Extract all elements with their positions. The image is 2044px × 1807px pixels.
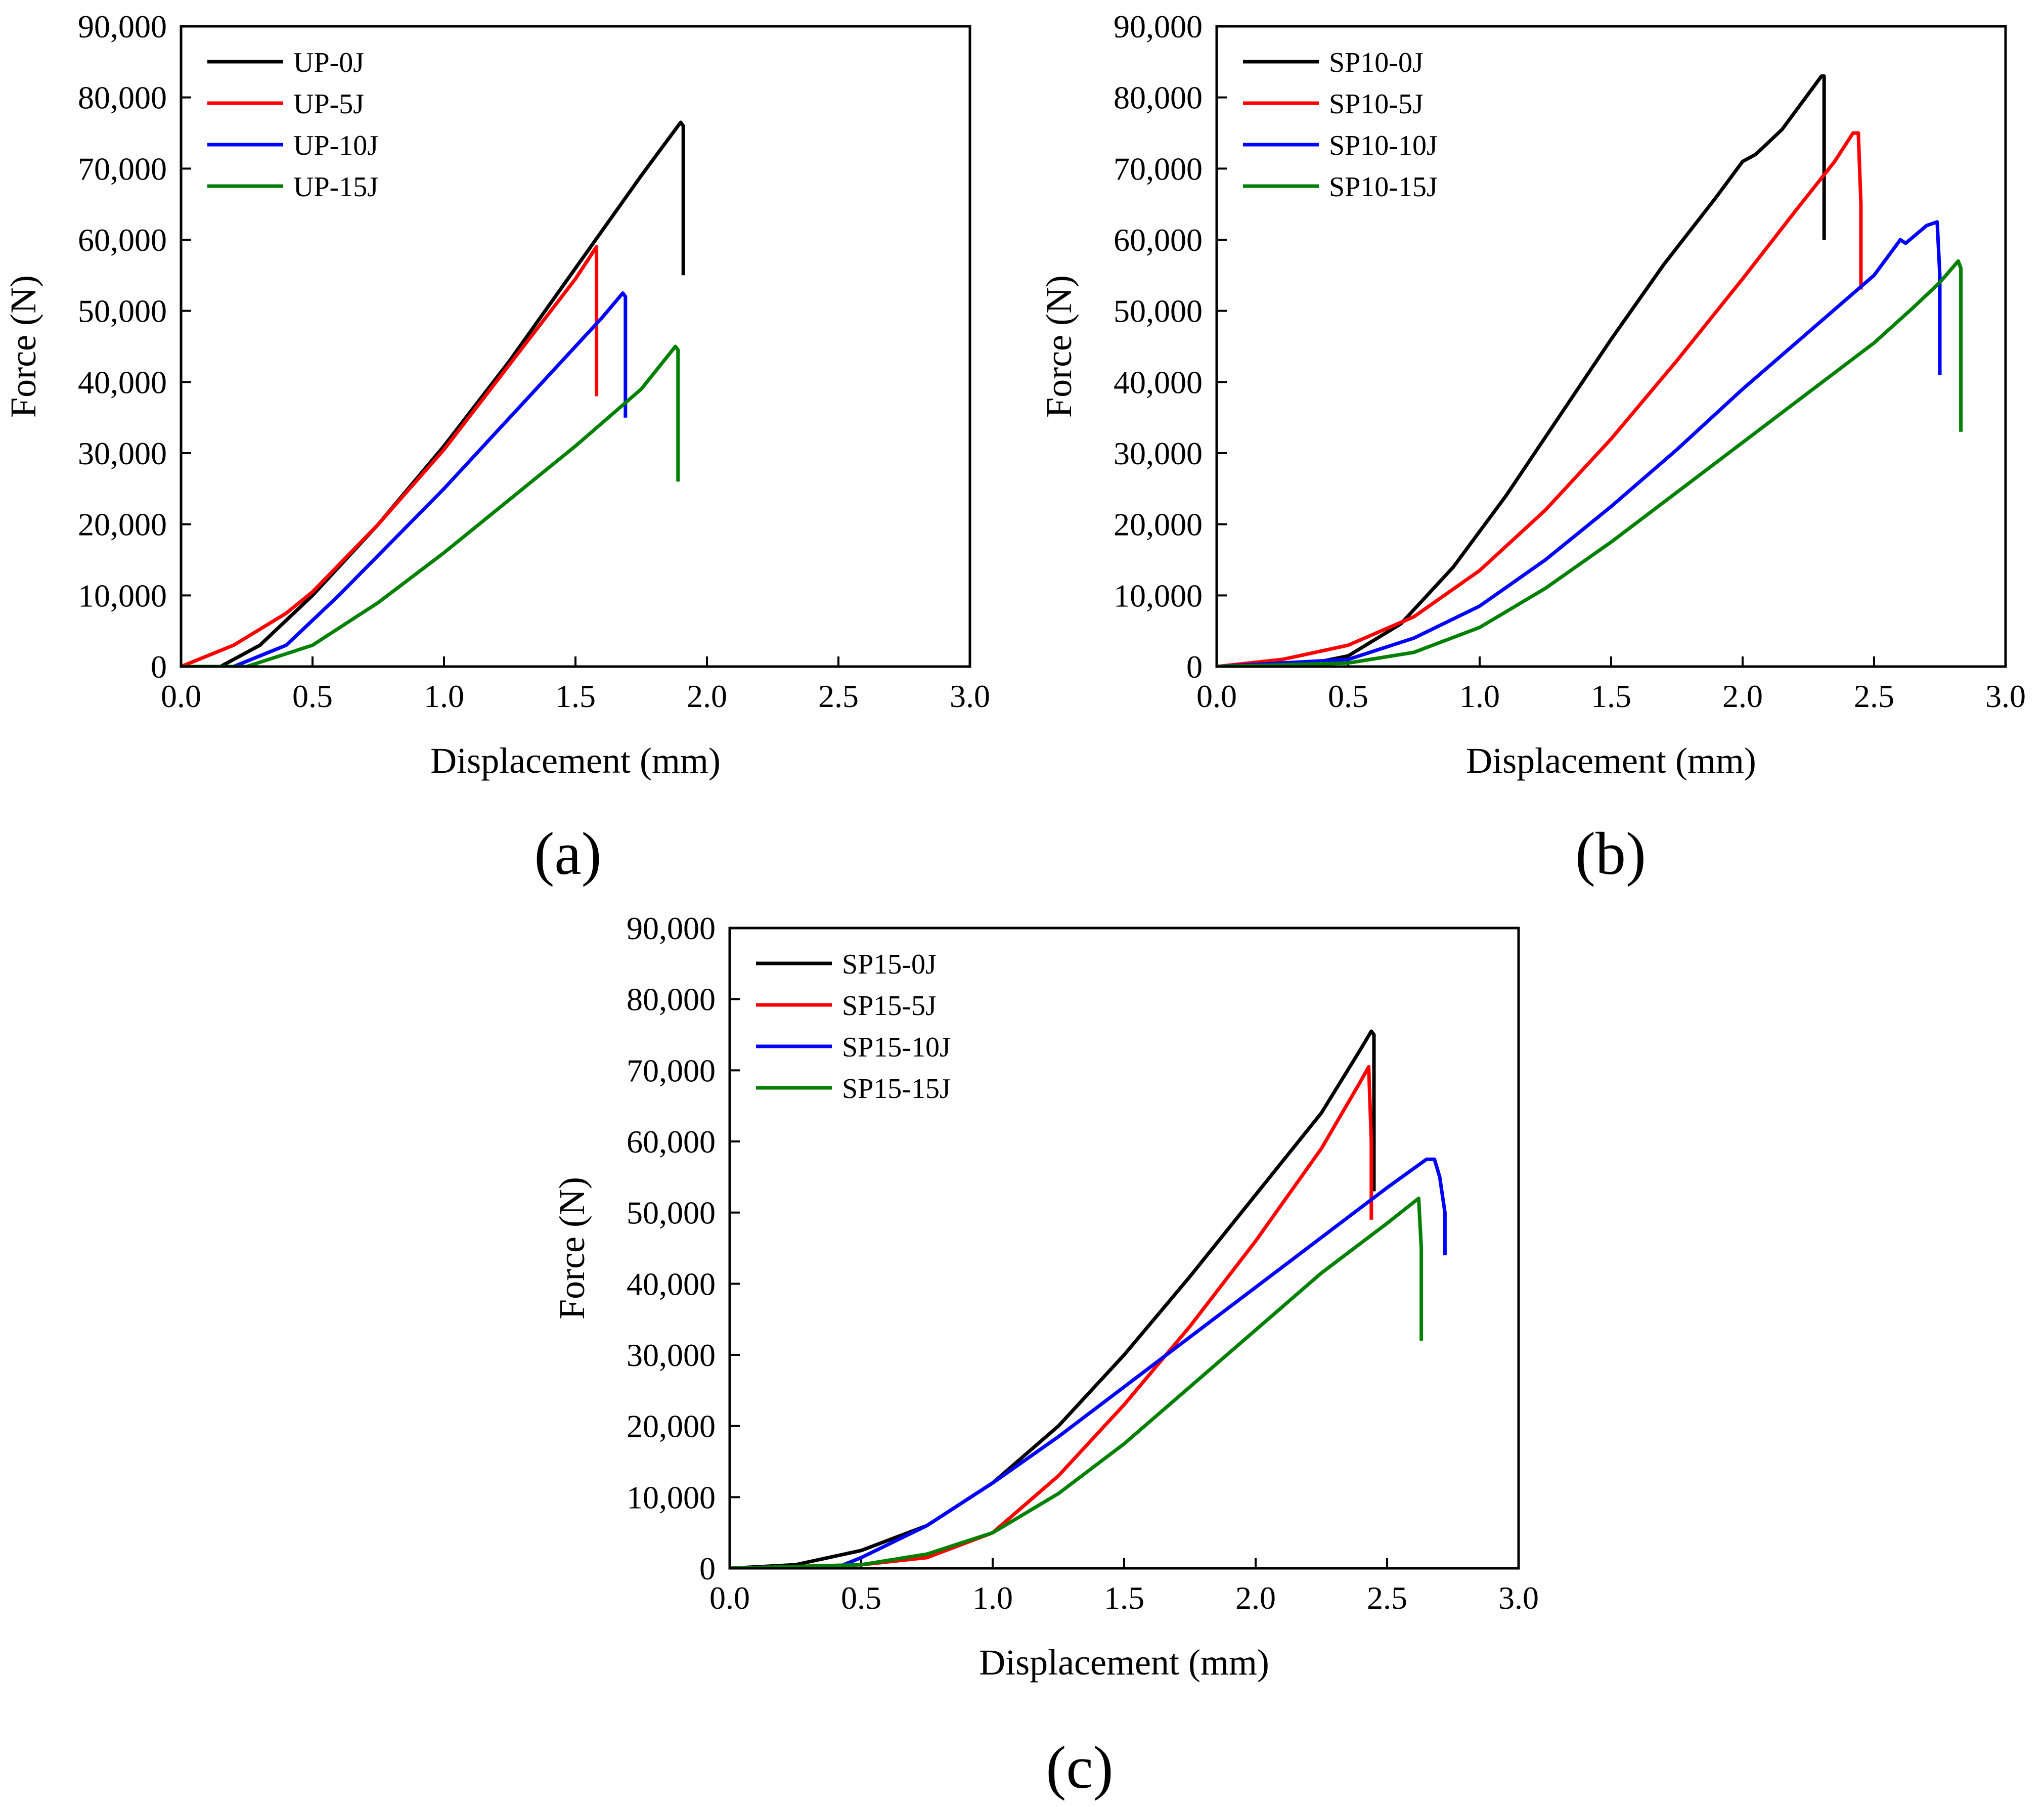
y-axis-label: Force (N) (3, 275, 43, 418)
y-tick-label: 90,000 (1114, 9, 1203, 45)
y-tick-label: 70,000 (627, 1052, 716, 1088)
x-axis-label: Displacement (mm) (430, 740, 721, 781)
legend-label-SP10-15J: SP10-15J (1329, 171, 1438, 203)
legend-label-SP15-5J: SP15-5J (842, 990, 937, 1022)
legend-label-UP-10J: UP-10J (293, 130, 378, 161)
series-line-SP15-5J (730, 1065, 1373, 1568)
x-tick-label: 0.5 (1328, 678, 1368, 714)
y-axis-label: Force (N) (1039, 275, 1079, 418)
x-tick-label: 1.5 (555, 678, 596, 714)
x-tick-label: 3.0 (1498, 1580, 1539, 1616)
series-line-SP10-5J (1217, 131, 1863, 667)
panel-caption: (c) (1046, 1734, 1113, 1801)
x-tick-label: 2.5 (1854, 678, 1894, 714)
series-line-SP15-10J (730, 1157, 1447, 1568)
y-tick-label: 20,000 (627, 1408, 716, 1444)
y-tick-label: 40,000 (1114, 364, 1203, 400)
x-tick-label: 1.0 (972, 1580, 1013, 1616)
y-tick-label: 80,000 (627, 982, 716, 1018)
x-tick-label: 1.5 (1104, 1580, 1144, 1616)
series-line-UP-0J (181, 120, 685, 667)
legend-label-SP10-5J: SP10-5J (1329, 89, 1424, 120)
panel-caption: (b) (1575, 820, 1646, 887)
legend-label-UP-5J: UP-5J (293, 89, 364, 120)
y-tick-label: 10,000 (627, 1479, 716, 1515)
y-tick-label: 70,000 (1114, 151, 1203, 187)
x-tick-label: 2.5 (1367, 1580, 1407, 1616)
y-tick-label: 60,000 (627, 1124, 716, 1160)
y-tick-label: 0 (699, 1551, 716, 1586)
legend-label-SP10-0J: SP10-0J (1329, 47, 1424, 78)
series-line-SP10-15J (1217, 259, 1963, 667)
y-tick-label: 30,000 (627, 1337, 716, 1373)
legend-label-UP-0J: UP-0J (293, 47, 364, 78)
series-line-UP-15J (181, 344, 680, 667)
x-tick-label: 0.0 (161, 678, 201, 714)
series-line-SP15-15J (730, 1197, 1424, 1568)
x-axis-label: Displacement (mm) (1466, 740, 1756, 781)
x-tick-label: 0.0 (709, 1580, 750, 1616)
y-tick-label: 10,000 (1114, 578, 1203, 613)
plot-frame (180, 25, 971, 668)
y-tick-label: 30,000 (78, 435, 167, 471)
y-tick-label: 70,000 (78, 151, 167, 187)
series-line-UP-5J (181, 245, 599, 667)
legend-label-SP15-15J: SP15-15J (842, 1073, 951, 1105)
x-tick-label: 2.0 (1235, 1580, 1276, 1616)
x-tick-label: 0.0 (1196, 678, 1237, 714)
y-tick-label: 30,000 (1114, 435, 1203, 471)
x-tick-label: 3.0 (1985, 678, 2026, 714)
y-tick-label: 50,000 (627, 1195, 716, 1231)
y-tick-label: 50,000 (78, 293, 167, 329)
chart-panel-a: 0.0 0.5 1.0 1.5 2.0 2.5 3.0 0 10,000 20,000 30,000… (3, 9, 990, 887)
y-tick-label: 50,000 (1114, 293, 1203, 329)
x-tick-label: 2.5 (818, 678, 859, 714)
plot-frame (1215, 25, 2007, 668)
x-tick-label: 2.0 (687, 678, 727, 714)
y-axis-label: Force (N) (552, 1177, 592, 1319)
x-tick-label: 2.0 (1722, 678, 1763, 714)
plot-frame (728, 927, 1520, 1570)
y-tick-label: 60,000 (78, 222, 167, 258)
y-tick-label: 10,000 (78, 578, 167, 613)
chart-panel-c: 0.0 0.5 1.0 1.5 2.0 2.5 3.0 0 10,000 20,000 30,000… (552, 910, 1539, 1801)
legend-label-SP15-0J: SP15-0J (842, 949, 937, 980)
legend-label-UP-15J: UP-15J (293, 171, 378, 203)
series-line-UP-10J (181, 291, 628, 667)
x-tick-label: 1.5 (1591, 678, 1631, 714)
x-axis-label: Displacement (mm) (979, 1642, 1269, 1683)
legend-label-SP10-10J: SP10-10J (1329, 130, 1438, 161)
y-tick-label: 0 (151, 649, 167, 685)
panel-caption: (a) (534, 820, 601, 887)
y-tick-label: 60,000 (1114, 222, 1203, 258)
x-tick-label: 1.0 (1459, 678, 1500, 714)
chart-panel-b: 0.0 0.5 1.0 1.5 2.0 2.5 3.0 0 10,000 20,000 30,000… (1039, 9, 2026, 887)
y-tick-label: 0 (1186, 649, 1203, 685)
y-tick-label: 80,000 (78, 80, 167, 116)
y-tick-label: 20,000 (1114, 507, 1203, 543)
y-tick-label: 90,000 (627, 910, 716, 946)
x-tick-label: 1.0 (424, 678, 464, 714)
legend-label-SP15-10J: SP15-10J (842, 1032, 951, 1063)
series-line-SP10-0J (1217, 74, 1826, 667)
x-tick-label: 0.5 (841, 1580, 881, 1616)
x-tick-label: 3.0 (950, 678, 990, 714)
x-tick-label: 0.5 (292, 678, 333, 714)
y-tick-label: 80,000 (1114, 80, 1203, 116)
y-tick-label: 20,000 (78, 507, 167, 543)
y-tick-label: 40,000 (627, 1266, 716, 1302)
y-tick-label: 40,000 (78, 364, 167, 400)
y-tick-label: 90,000 (78, 9, 167, 45)
series-line-SP15-0J (730, 1029, 1376, 1568)
series-line-SP10-10J (1217, 220, 1942, 667)
